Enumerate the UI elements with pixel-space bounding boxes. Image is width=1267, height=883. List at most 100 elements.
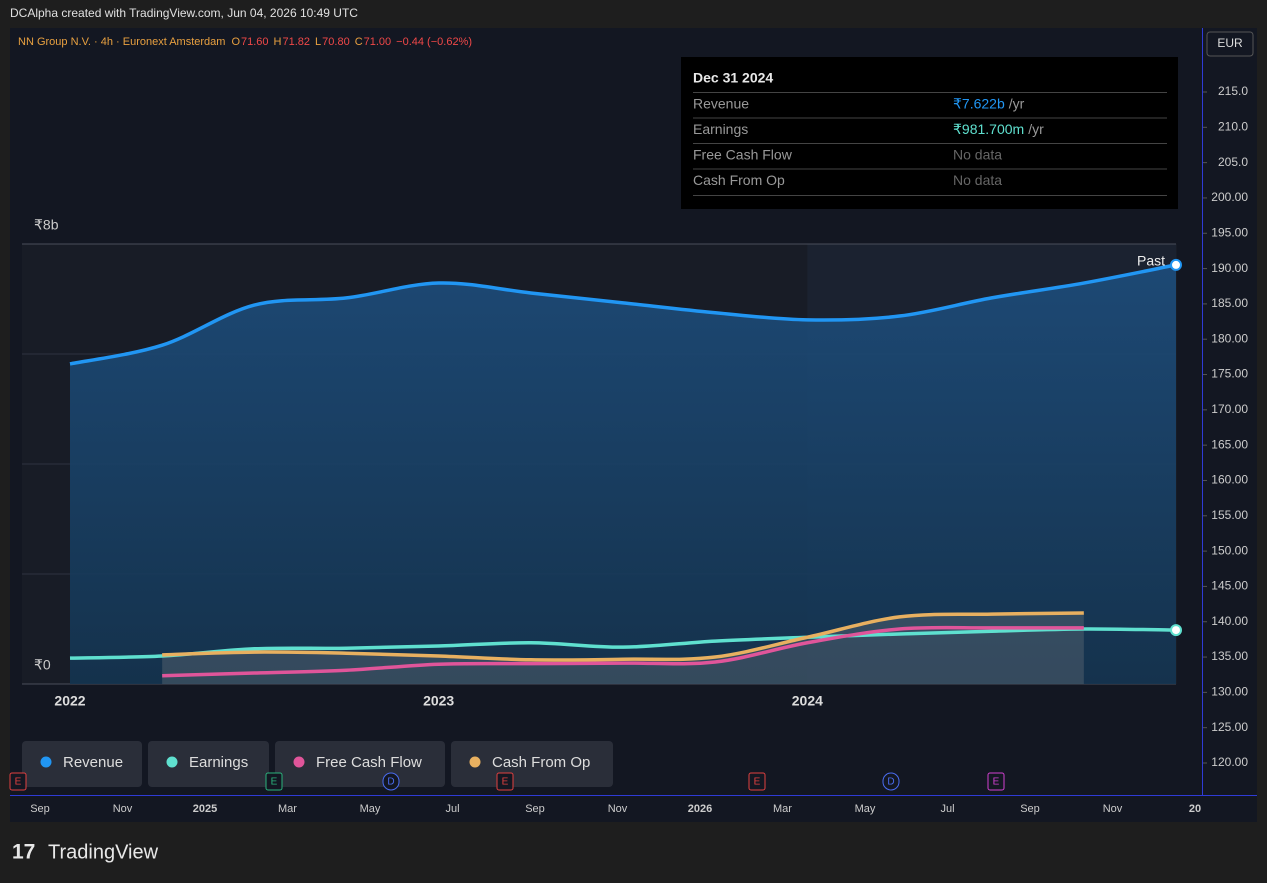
currency-button[interactable] [1206, 31, 1254, 57]
time-label: Jul [940, 803, 954, 815]
event-label: E [754, 777, 761, 788]
tooltip-label: Revenue [693, 96, 749, 112]
time-label: Mar [773, 803, 792, 815]
time-label: Jul [445, 803, 459, 815]
y-tick-label: ₹0 [34, 657, 51, 673]
event-marker[interactable] [496, 772, 514, 791]
event-label: E [271, 777, 278, 788]
brand-logo: 17 [12, 841, 35, 864]
x-tick-label: 2023 [423, 693, 454, 709]
tooltip-value: No data [953, 172, 1002, 188]
event-marker[interactable] [9, 772, 27, 791]
tooltip-value: ₹981.700m [953, 121, 1024, 137]
price-tick-label: 185.00 [1211, 296, 1248, 310]
legend-item[interactable] [148, 741, 269, 787]
line [69, 263, 1177, 366]
legend-label: Cash From Op [492, 754, 590, 771]
caption: DCAlpha created with TradingView.com, Ju… [10, 6, 358, 20]
price-tick-label: 155.00 [1211, 508, 1248, 522]
legend-swatch [293, 756, 305, 768]
legend-swatch [166, 756, 178, 768]
time-label: Nov [1103, 803, 1123, 815]
price-tick-label: 145.00 [1211, 579, 1248, 593]
event-label: D [387, 777, 394, 788]
time-label: Mar [278, 803, 297, 815]
ohlc-value: 71.00 [364, 36, 392, 48]
tooltip-unit: /yr [1028, 121, 1044, 137]
currency: EUR [1217, 36, 1243, 50]
ohlc-value: 70.80 [322, 36, 350, 48]
ohlc-value: 71.82 [283, 36, 311, 48]
legend-label: Free Cash Flow [316, 754, 422, 771]
line [162, 611, 1084, 662]
event-label: E [502, 777, 509, 788]
time-axis [10, 795, 1257, 822]
time-label: May [855, 803, 876, 815]
price-tick-label: 135.00 [1211, 649, 1248, 663]
area [70, 264, 1176, 684]
legend-item[interactable] [275, 741, 445, 787]
symbol: NN Group N.V. · 4h · Euronext Amsterdam [18, 36, 225, 48]
price-tick-label: 120.00 [1211, 755, 1248, 769]
y-tick-label: ₹8b [34, 217, 59, 233]
x-tick-label: 2022 [54, 693, 85, 709]
x-tick-label: 2024 [792, 693, 823, 709]
time-label: May [360, 803, 381, 815]
event-label: E [993, 777, 1000, 788]
price-tick-label: 170.00 [1211, 402, 1248, 416]
brand: TradingView [48, 841, 159, 863]
tooltip-date: Dec 31 2024 [693, 70, 773, 86]
time-label: 2025 [193, 803, 217, 815]
time-label: Sep [1020, 803, 1040, 815]
tooltip-label: Cash From Op [693, 172, 785, 188]
event-marker[interactable] [265, 772, 283, 791]
legend-swatch [40, 756, 52, 768]
event-marker[interactable] [987, 772, 1005, 791]
ohlc-key: O [231, 36, 240, 48]
change: −0.44 (−0.62%) [396, 36, 472, 48]
price-tick-label: 175.00 [1211, 367, 1248, 381]
price-tick-label: 140.00 [1211, 614, 1248, 628]
event-label: E [15, 777, 22, 788]
ohlc-key: C [355, 36, 363, 48]
price-tick-label: 130.00 [1211, 685, 1248, 699]
event-label: D [887, 777, 894, 788]
time-label: 20 [1189, 803, 1201, 815]
price-tick-label: 165.00 [1211, 437, 1248, 451]
tooltip [681, 57, 1178, 209]
price-tick-label: 150.00 [1211, 543, 1248, 557]
tooltip-unit: /yr [1009, 96, 1025, 112]
tooltip-value: ₹7.622b [953, 96, 1005, 112]
price-tick-label: 200.00 [1211, 190, 1248, 204]
price-tick-label: 125.00 [1211, 720, 1248, 734]
end-dot [1170, 258, 1182, 271]
price-tick-label: 195.00 [1211, 225, 1248, 239]
line [162, 625, 1084, 678]
event-marker[interactable] [882, 772, 900, 791]
tooltip-value: No data [953, 147, 1002, 163]
legend-item[interactable] [451, 741, 613, 787]
end-dot [1170, 624, 1182, 637]
tooltip-label: Free Cash Flow [693, 147, 793, 163]
time-label: Sep [525, 803, 545, 815]
price-tick-label: 160.00 [1211, 473, 1248, 487]
price-tick-label: 190.00 [1211, 261, 1248, 275]
legend-item[interactable] [22, 741, 142, 787]
price-tick-label: 180.00 [1211, 331, 1248, 345]
ohlc-key: L [315, 36, 321, 48]
time-label: 2026 [688, 803, 712, 815]
price-tick-label: 215.0 [1218, 84, 1248, 98]
price-tick-label: 205.0 [1218, 155, 1248, 169]
legend-label: Earnings [189, 754, 248, 771]
ohlc-value: 71.60 [241, 36, 269, 48]
past-label: Past [1137, 253, 1165, 269]
event-marker[interactable] [382, 772, 400, 791]
price-tick-label: 210.0 [1218, 119, 1248, 133]
ohlc-key: H [274, 36, 282, 48]
tooltip-label: Earnings [693, 121, 748, 137]
event-marker[interactable] [748, 772, 766, 791]
time-label: Nov [608, 803, 628, 815]
legend-swatch [469, 756, 481, 768]
legend-label: Revenue [63, 754, 123, 771]
